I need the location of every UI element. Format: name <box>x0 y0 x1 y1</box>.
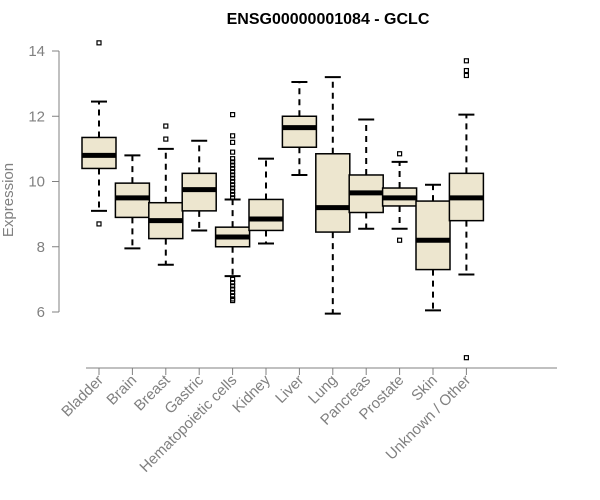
outlier-point <box>463 355 469 361</box>
x-category-label: Bladder <box>58 372 107 421</box>
outlier-point <box>230 175 236 181</box>
outlier-point <box>230 286 236 292</box>
box-group <box>381 151 418 243</box>
outlier-point <box>163 123 169 129</box>
box-group <box>148 123 184 266</box>
outlier-point <box>230 293 236 299</box>
outlier-point <box>230 165 236 172</box>
outlier-point <box>230 195 236 201</box>
box-group <box>315 76 351 315</box>
outlier-point <box>230 182 236 188</box>
box-group <box>181 139 217 232</box>
outlier-point <box>230 191 236 198</box>
outlier-point <box>230 297 236 304</box>
y-tick-label: 6 <box>37 304 45 321</box>
outlier-point <box>230 178 236 185</box>
outlier-point <box>230 289 236 296</box>
outlier-point <box>230 169 236 175</box>
outlier-point <box>230 162 236 168</box>
box-group <box>214 112 251 304</box>
y-tick-label: 10 <box>28 174 45 191</box>
x-category-label: Kidney <box>229 371 274 416</box>
x-category-label: Liver <box>272 372 307 407</box>
outlier-point <box>463 67 469 74</box>
outlier-point <box>230 139 236 145</box>
outlier-point <box>463 72 469 79</box>
y-axis-title: Expression <box>0 163 17 237</box>
y-tick-label: 12 <box>28 108 45 125</box>
outlier-point <box>230 156 236 162</box>
outlier-point <box>96 221 102 227</box>
outlier-point <box>230 283 236 289</box>
box-iqr <box>315 153 351 233</box>
outlier-point <box>463 58 469 64</box>
box-group <box>448 58 485 361</box>
outlier-point <box>230 188 236 194</box>
outlier-point <box>397 237 403 243</box>
outlier-point <box>230 112 236 118</box>
plot-area: 68101214BladderBrainBreastGastricHematop… <box>28 40 485 476</box>
outlier-point <box>230 276 236 282</box>
chart-title: ENSG00000001084 - GCLC <box>227 11 430 28</box>
outlier-point <box>397 151 403 157</box>
box-iqr <box>281 115 318 148</box>
outlier-point <box>230 172 236 178</box>
box-iqr <box>415 200 451 271</box>
outlier-point <box>230 185 236 191</box>
box-group <box>348 118 384 230</box>
box-iqr <box>248 198 284 232</box>
box-group <box>81 40 117 227</box>
box-group <box>114 154 151 250</box>
outlier-point <box>230 149 236 155</box>
box-group <box>248 157 284 245</box>
y-tick-label: 14 <box>28 43 45 60</box>
outlier-point <box>230 280 236 286</box>
outlier-point <box>163 136 169 142</box>
outlier-point <box>230 159 236 165</box>
outlier-point <box>230 133 236 139</box>
outlier-point <box>96 40 102 46</box>
box-group <box>281 80 318 176</box>
box-group <box>415 183 451 312</box>
y-tick-label: 8 <box>37 239 45 256</box>
